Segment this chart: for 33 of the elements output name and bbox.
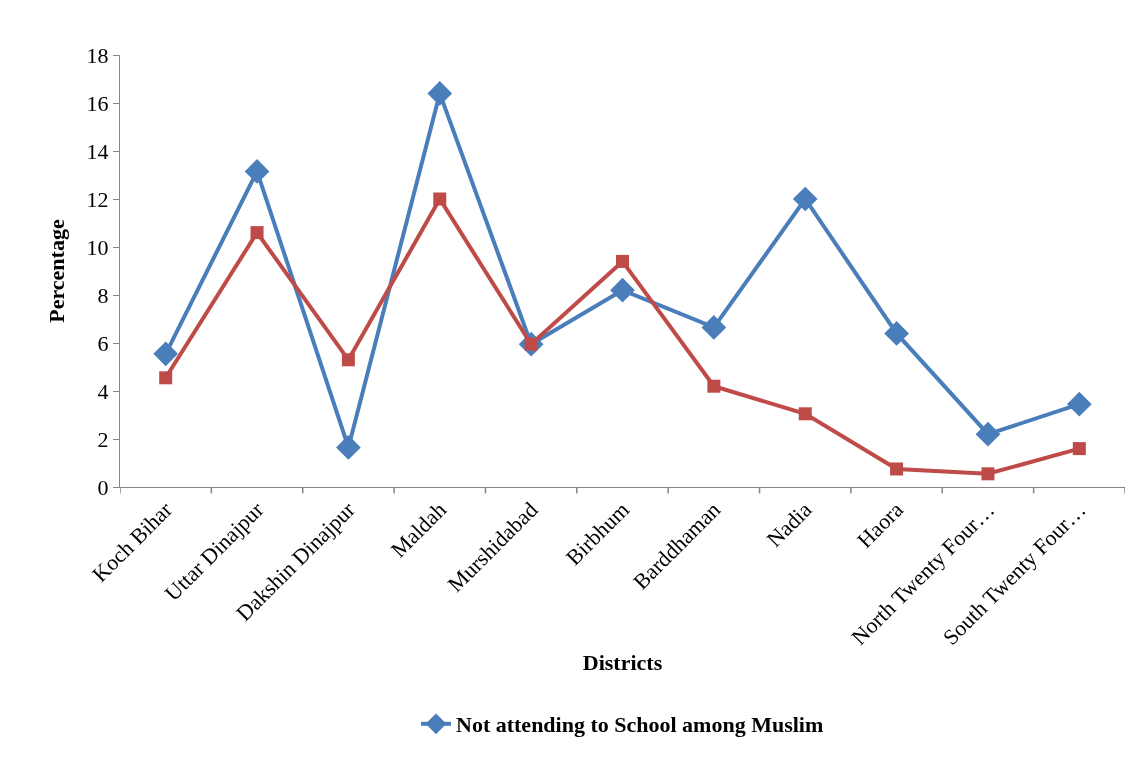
y-tick-label: 6: [97, 330, 109, 356]
y-tick-label: 4: [97, 378, 109, 404]
y-tick-label: 14: [86, 138, 109, 164]
point: [336, 435, 361, 460]
y-tick-label: 8: [97, 282, 109, 308]
point: [427, 81, 453, 106]
point: [159, 371, 173, 385]
x-axis-title: Districts: [582, 649, 663, 675]
legend-label: Not attending to School among Muslim: [456, 712, 824, 738]
point: [153, 341, 179, 367]
point: [250, 226, 264, 240]
point: [975, 421, 1001, 447]
y-tick-label: 10: [86, 234, 109, 260]
point: [1066, 391, 1092, 417]
point: [707, 379, 721, 393]
y-tick-label: 16: [86, 90, 109, 116]
y-tick-label: 12: [86, 186, 109, 212]
y-tick-label: 18: [86, 42, 109, 68]
point: [884, 321, 909, 346]
point: [792, 186, 818, 212]
point: [433, 192, 447, 206]
point: [244, 159, 270, 184]
y-tick-label: 0: [97, 474, 109, 500]
point: [890, 462, 904, 476]
y-tick-label: 2: [97, 426, 109, 452]
point: [981, 467, 995, 481]
point: [610, 277, 635, 303]
point: [798, 407, 812, 421]
point: [616, 254, 629, 268]
point: [1072, 442, 1086, 456]
point: [341, 353, 355, 367]
point: [701, 315, 727, 340]
y-axis-title: Percentage: [44, 219, 70, 323]
